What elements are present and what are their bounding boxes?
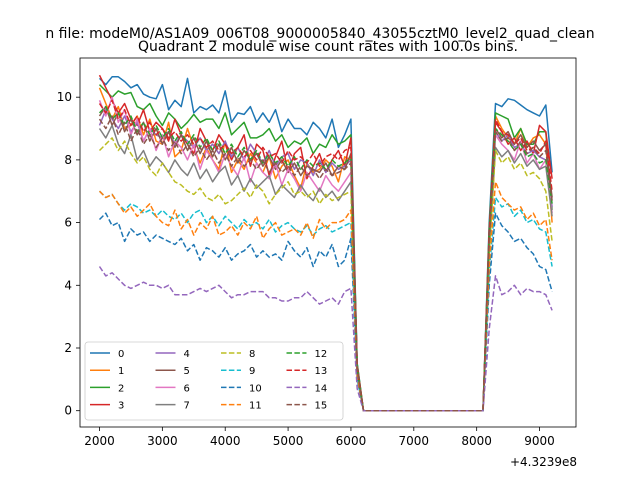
x-tick-label: 2000 xyxy=(84,434,115,448)
y-tick-label: 10 xyxy=(57,90,72,104)
legend-label-10: 10 xyxy=(249,383,262,394)
legend-label-5: 5 xyxy=(184,366,190,377)
legend-label-13: 13 xyxy=(315,366,328,377)
x-tick-label: 6000 xyxy=(336,434,367,448)
legend-label-4: 4 xyxy=(184,349,190,360)
legend-frame xyxy=(84,341,344,421)
series-line-10 xyxy=(98,212,553,412)
legend-label-15: 15 xyxy=(315,401,328,412)
series-line-14 xyxy=(98,266,553,412)
x-tick-label: 4000 xyxy=(210,434,241,448)
x-tick-label: 9000 xyxy=(524,434,555,448)
x-offset-label: +4.3239e8 xyxy=(510,455,577,469)
legend-label-6: 6 xyxy=(184,383,190,394)
legend-label-3: 3 xyxy=(118,401,124,412)
x-tick-label: 8000 xyxy=(461,434,492,448)
legend-label-11: 11 xyxy=(249,401,262,412)
axes-frame xyxy=(79,57,577,428)
y-tick-label: 0 xyxy=(64,404,72,418)
series-line-11 xyxy=(98,181,553,412)
y-tick-label: 4 xyxy=(64,278,72,292)
legend-label-0: 0 xyxy=(118,349,124,360)
x-tick-label: 5000 xyxy=(273,434,304,448)
legend-label-8: 8 xyxy=(249,349,255,360)
series-layer xyxy=(98,74,553,412)
y-tick-label: 2 xyxy=(64,341,72,355)
y-tick-label: 8 xyxy=(64,153,72,167)
legend-label-9: 9 xyxy=(249,366,255,377)
legend-label-1: 1 xyxy=(118,366,124,377)
x-tick-label: 3000 xyxy=(147,434,178,448)
legend-label-14: 14 xyxy=(315,383,328,394)
series-line-15 xyxy=(98,115,553,412)
y-tick-label: 6 xyxy=(64,216,72,230)
legend-label-2: 2 xyxy=(118,383,124,394)
x-tick-label: 7000 xyxy=(399,434,430,448)
figure-suptitle: n file: modeM0/AS1A09_006T08_9000005840_… xyxy=(45,26,594,42)
chart-title: Quadrant 2 module wise count rates with … xyxy=(138,39,518,55)
legend-label-7: 7 xyxy=(184,401,190,412)
legend-label-12: 12 xyxy=(315,349,328,360)
